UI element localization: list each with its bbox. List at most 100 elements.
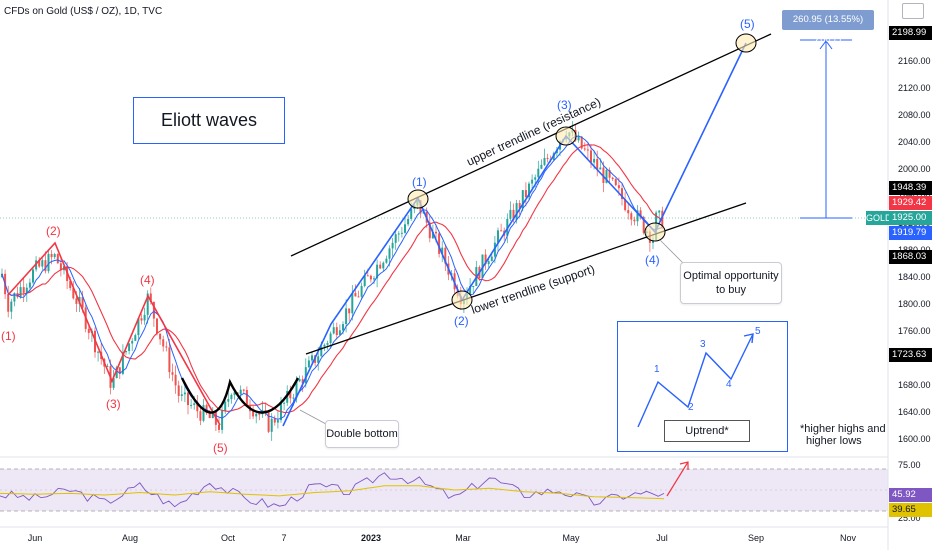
candle-body <box>13 293 16 302</box>
blue-wave-label-4: (4) <box>645 253 660 267</box>
candle-body <box>531 179 534 184</box>
red-wave-label-1: (1) <box>1 329 16 343</box>
candle-body <box>410 208 413 219</box>
candle-body <box>345 308 348 325</box>
candle-body <box>202 405 205 421</box>
optimal-note-line2: to buy <box>716 284 746 296</box>
wave-circle-3 <box>555 126 577 146</box>
candle-body <box>233 392 236 395</box>
candle-body <box>311 355 313 361</box>
x-tick-label: Mar <box>455 533 471 543</box>
price-label-last: 1925.00 <box>889 211 932 225</box>
candle-body <box>171 372 174 375</box>
candle-body <box>245 390 248 407</box>
price-label-1929: 1929.42 <box>889 196 932 210</box>
candle-body <box>518 203 521 209</box>
candle-body <box>41 260 44 267</box>
hh-line1: *higher highs and <box>800 423 886 435</box>
candle-body <box>521 190 524 209</box>
candle-body <box>407 218 410 225</box>
candle-body <box>590 150 592 163</box>
candle-body <box>444 247 447 264</box>
candle-body <box>239 389 242 395</box>
candle-body <box>134 335 137 341</box>
inset-svg: 1 2 3 4 5 <box>637 326 761 428</box>
candle-body <box>146 293 149 315</box>
candle-body <box>19 287 22 298</box>
candle-body <box>10 301 13 312</box>
candle-body <box>183 392 186 395</box>
lower-trendline <box>305 202 747 355</box>
candle-body <box>546 157 549 159</box>
candle-body <box>143 314 146 321</box>
candle-body <box>50 253 53 258</box>
candle-body <box>25 287 28 293</box>
candle-body <box>128 343 131 351</box>
rsi-tick-75: 75.00 <box>898 460 921 470</box>
blue-wave-label-2: (2) <box>454 314 469 328</box>
candle-body <box>404 224 406 233</box>
candle-body <box>22 287 25 293</box>
candle-body <box>196 403 199 412</box>
candle-body <box>221 410 224 430</box>
price-label-1723: 1723.63 <box>889 348 932 362</box>
candle-body <box>177 385 180 396</box>
blue-wave-label-5: (5) <box>740 17 755 31</box>
candle-body <box>360 286 363 297</box>
candle-body <box>636 210 639 222</box>
candle-body <box>397 233 400 235</box>
candle-body <box>187 392 189 406</box>
candle-body <box>642 216 645 233</box>
candle-body <box>624 199 627 211</box>
rsi-tick-25: 25.00 <box>898 513 921 523</box>
candle-body <box>329 333 332 344</box>
candle-body <box>469 286 472 295</box>
blue-wave-label-1: (1) <box>412 175 427 189</box>
upper-trendline-label: upper trendline (resistance) <box>464 95 602 169</box>
candle-body <box>193 403 196 405</box>
red-wave-label-2: (2) <box>46 224 61 238</box>
candle-body <box>605 170 608 183</box>
candle-body <box>391 242 394 249</box>
y-tick-label: 1800.00 <box>898 299 931 309</box>
candle-body <box>320 346 323 357</box>
candle-body <box>199 411 202 421</box>
candle-body <box>218 424 220 430</box>
candle-body <box>28 282 31 288</box>
y-tick-label: 1640.00 <box>898 407 931 417</box>
candle-body <box>59 263 62 271</box>
candle-body <box>211 411 214 419</box>
rsi-label-2: 39.65 <box>889 503 932 517</box>
candle-body <box>97 351 100 353</box>
candle-body <box>326 343 329 345</box>
candle-body <box>633 219 636 222</box>
y-tick-label: 2040.00 <box>898 137 931 147</box>
measure-arrowhead <box>819 40 833 50</box>
candle-body <box>242 389 245 391</box>
candle-body <box>106 366 109 368</box>
candle-body <box>121 352 124 374</box>
candle-body <box>509 209 512 219</box>
candle-body <box>115 367 118 379</box>
measure-label: 260.95 (13.55%) 26095 <box>782 10 874 45</box>
inset-num-1: 1 <box>654 364 660 375</box>
candle-body <box>230 394 233 400</box>
x-tick-label: 2023 <box>361 533 381 543</box>
candle-body <box>7 294 10 312</box>
candle-body <box>534 177 537 180</box>
settings-icon[interactable] <box>902 3 924 19</box>
eliott-waves-title: Eliott waves <box>133 97 285 144</box>
y-tick-label: 1680.00 <box>898 380 931 390</box>
chart-title: CFDs on Gold (US$ / OZ), 1D, TVC <box>4 6 163 17</box>
candle-body <box>140 318 143 321</box>
red-wave-label-5: (5) <box>213 441 228 455</box>
candle-body <box>376 264 379 279</box>
candle-body <box>348 308 351 314</box>
red-wave-label-3: (3) <box>106 397 121 411</box>
candle-body <box>208 413 211 419</box>
candle-body <box>382 262 385 269</box>
candle-body <box>528 183 530 198</box>
candle-body <box>658 210 661 213</box>
x-tick-label: Sep <box>748 533 764 543</box>
